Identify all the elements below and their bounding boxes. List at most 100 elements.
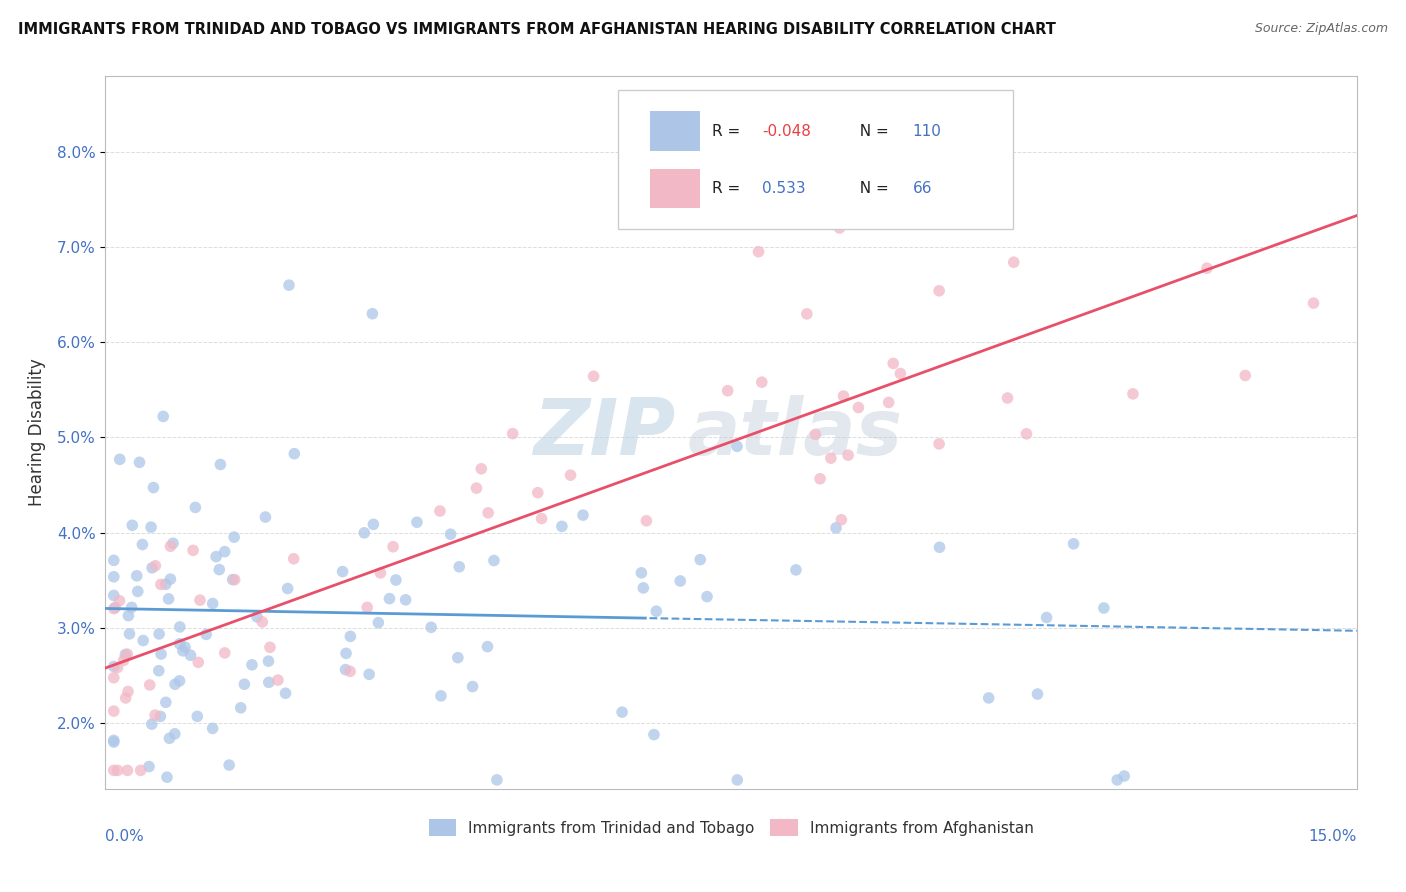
Point: [127, 584, 149, 599]
Point: [169, 637, 191, 651]
Point: [103, 764, 125, 778]
Point: [808, 472, 831, 486]
Point: [1234, 368, 1257, 383]
Point: [155, 695, 177, 709]
Point: [385, 573, 408, 587]
Point: [429, 504, 451, 518]
Text: atlas: atlas: [688, 394, 903, 471]
Point: [121, 518, 143, 533]
Point: [725, 772, 748, 787]
Point: [361, 307, 384, 321]
Point: [157, 591, 180, 606]
Point: [572, 508, 595, 522]
Point: [339, 629, 361, 643]
Point: [332, 565, 354, 579]
Point: [132, 633, 155, 648]
Point: [125, 569, 148, 583]
Point: [832, 389, 855, 403]
Point: [485, 772, 508, 787]
Point: [359, 667, 381, 681]
Point: [1063, 537, 1085, 551]
Point: [977, 690, 1000, 705]
Point: [848, 401, 870, 415]
Point: [630, 566, 652, 580]
Point: [117, 647, 139, 661]
Point: [169, 673, 191, 688]
Point: [796, 307, 818, 321]
Point: [149, 577, 172, 591]
Point: [129, 764, 152, 778]
FancyBboxPatch shape: [619, 90, 1012, 229]
Point: [148, 664, 170, 678]
Point: [103, 704, 125, 718]
Point: [551, 519, 574, 533]
Point: [188, 593, 211, 607]
Point: [208, 563, 231, 577]
Point: [181, 543, 204, 558]
Point: [696, 590, 718, 604]
Point: [138, 678, 160, 692]
Point: [283, 447, 305, 461]
Point: [117, 608, 139, 623]
Point: [246, 610, 269, 624]
Point: [163, 727, 186, 741]
Point: [259, 640, 281, 655]
Point: [221, 573, 243, 587]
Point: [118, 627, 141, 641]
Point: [240, 657, 263, 672]
Text: ZIP: ZIP: [533, 394, 675, 471]
Point: [201, 597, 224, 611]
Point: [1002, 255, 1025, 269]
Point: [162, 536, 184, 550]
Text: 0.533: 0.533: [762, 181, 806, 196]
Point: [155, 577, 177, 591]
Point: [560, 468, 582, 483]
Point: [470, 462, 492, 476]
Point: [103, 659, 125, 673]
Point: [149, 709, 172, 723]
Point: [107, 764, 129, 778]
Point: [725, 439, 748, 453]
Point: [449, 559, 471, 574]
Point: [148, 627, 170, 641]
Point: [159, 539, 181, 553]
Point: [112, 653, 135, 667]
Text: R =: R =: [713, 181, 745, 196]
Point: [1026, 687, 1049, 701]
Point: [997, 391, 1019, 405]
Point: [430, 689, 453, 703]
Point: [186, 709, 208, 723]
Point: [610, 705, 633, 719]
Point: [439, 527, 461, 541]
Point: [205, 549, 228, 564]
Point: [274, 686, 297, 700]
Text: 15.0%: 15.0%: [1309, 829, 1357, 844]
Point: [201, 722, 224, 736]
Point: [103, 733, 125, 747]
Point: [1035, 610, 1057, 624]
Point: [131, 537, 153, 551]
Point: [889, 367, 911, 381]
Point: [447, 650, 470, 665]
Point: [114, 648, 136, 662]
Point: [645, 604, 668, 618]
Point: [465, 481, 488, 495]
Point: [633, 581, 655, 595]
Point: [277, 582, 299, 596]
Point: [785, 563, 807, 577]
Point: [117, 684, 139, 698]
Point: [669, 574, 692, 588]
Point: [461, 680, 484, 694]
Point: [636, 514, 658, 528]
Point: [1114, 769, 1136, 783]
Point: [224, 530, 246, 544]
Point: [582, 369, 605, 384]
Point: [526, 485, 548, 500]
FancyBboxPatch shape: [650, 169, 700, 208]
Legend: Immigrants from Trinidad and Tobago, Immigrants from Afghanistan: Immigrants from Trinidad and Tobago, Imm…: [423, 813, 1039, 842]
Point: [830, 513, 852, 527]
Point: [804, 427, 827, 442]
Point: [751, 375, 773, 389]
Point: [195, 627, 218, 641]
Point: [353, 525, 375, 540]
